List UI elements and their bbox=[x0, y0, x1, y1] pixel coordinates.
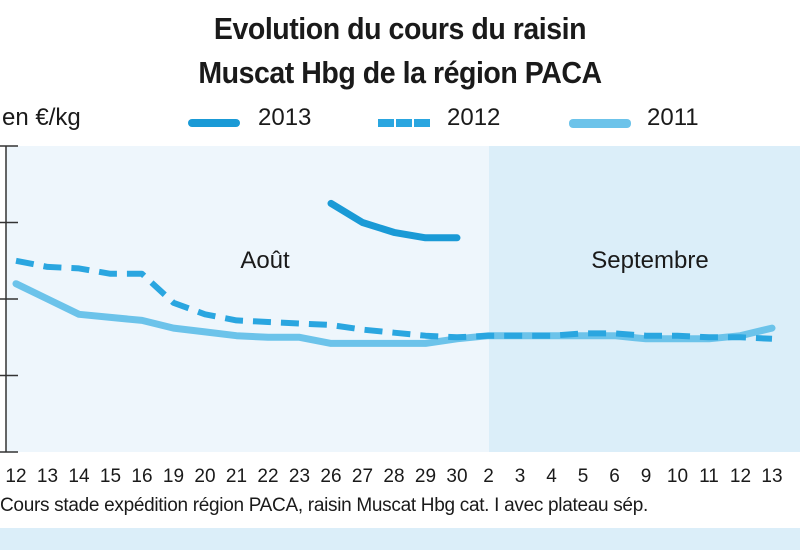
series-line-2011 bbox=[12, 280, 776, 347]
month-label-0: Août bbox=[240, 247, 290, 274]
x-tick-label-0: 12 bbox=[5, 466, 26, 487]
chart-title-line1: Evolution du cours du raisin bbox=[213, 11, 587, 46]
x-tick-label-23: 12 bbox=[730, 466, 751, 487]
x-tick-label-17: 4 bbox=[546, 466, 557, 487]
x-tick-label-7: 21 bbox=[226, 466, 247, 487]
x-tick-label-24: 13 bbox=[761, 466, 782, 487]
x-tick-label-12: 28 bbox=[383, 466, 404, 487]
x-tick-label-4: 16 bbox=[131, 466, 152, 487]
x-tick-label-18: 5 bbox=[578, 466, 589, 487]
x-tick-label-5: 19 bbox=[163, 466, 184, 487]
x-tick-label-10: 26 bbox=[320, 466, 341, 487]
legend-label-2012: 2012 bbox=[447, 104, 501, 131]
x-tick-label-3: 15 bbox=[100, 466, 121, 487]
x-tick-label-1: 13 bbox=[37, 466, 58, 487]
legend-swatch-2013 bbox=[188, 119, 240, 127]
panel-august bbox=[6, 146, 489, 452]
x-tick-label-21: 10 bbox=[667, 466, 688, 487]
footer-strip bbox=[0, 528, 800, 550]
panel-september bbox=[489, 146, 800, 452]
x-tick-label-9: 23 bbox=[289, 466, 310, 487]
legend-label-2011: 2011 bbox=[647, 104, 699, 131]
x-tick-label-20: 9 bbox=[641, 466, 652, 487]
x-tick-label-13: 29 bbox=[415, 466, 436, 487]
x-tick-label-6: 20 bbox=[194, 466, 215, 487]
x-tick-label-11: 27 bbox=[352, 466, 373, 487]
x-tick-label-19: 6 bbox=[609, 466, 620, 487]
legend-label-2013: 2013 bbox=[258, 104, 312, 131]
x-tick-label-16: 3 bbox=[515, 466, 526, 487]
x-tick-label-2: 14 bbox=[68, 466, 90, 487]
source-note: Cours stade expédition région PACA, rais… bbox=[0, 495, 648, 516]
month-label-1: Septembre bbox=[591, 247, 708, 274]
chart-title-line2: Muscat Hbg de la région PACA bbox=[198, 55, 602, 90]
x-tick-label-8: 22 bbox=[257, 466, 278, 487]
legend-swatch-2012 bbox=[378, 119, 430, 127]
x-tick-label-15: 2 bbox=[483, 466, 494, 487]
legend-swatch-2011 bbox=[569, 119, 631, 128]
series-line-2013 bbox=[327, 199, 461, 242]
x-tick-label-14: 30 bbox=[446, 466, 467, 487]
y-axis-unit-label: en €/kg bbox=[2, 104, 81, 131]
series-line-2012 bbox=[15, 257, 773, 342]
x-tick-label-22: 11 bbox=[699, 466, 719, 487]
